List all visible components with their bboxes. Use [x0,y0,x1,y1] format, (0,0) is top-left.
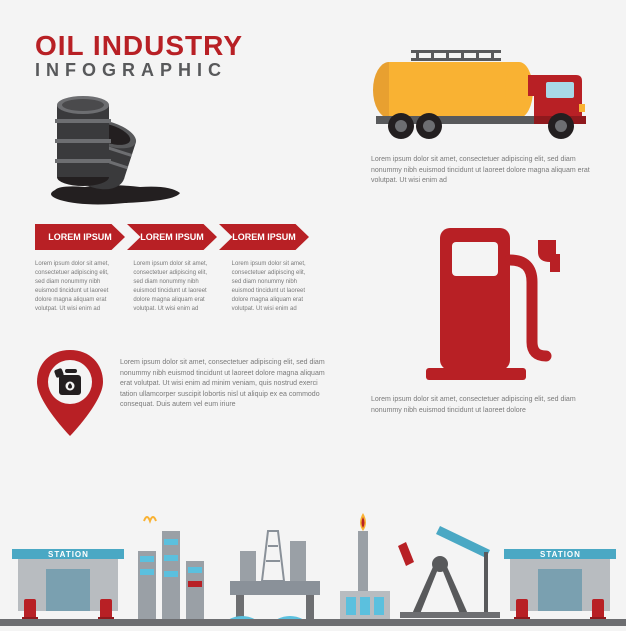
barrels-icon [45,95,195,210]
jerrycan-pin-icon [35,350,105,440]
title-line2: INFOGRAPHIC [35,60,243,81]
page-title: OIL INDUSTRY INFOGRAPHIC [35,30,243,81]
arrow-steps: LOREM IPSUM LOREM IPSUM LOREM IPSUM [35,224,309,250]
industrial-footer: STATION STATION [0,491,626,626]
title-line1: OIL INDUSTRY [35,30,243,62]
pin-block: Lorem ipsum dolor sit amet, consectetuer… [35,350,335,440]
arrow-step-1-label: LOREM IPSUM [48,232,112,242]
arrow-step-3-label: LOREM IPSUM [232,232,296,242]
pump-description: Lorem ipsum dolor sit amet, consectetuer… [371,395,591,416]
station-label-1: STATION [48,550,89,559]
truck-description: Lorem ipsum dolor sit amet, consectetuer… [371,155,591,187]
pin-description: Lorem ipsum dolor sit amet, consectetuer… [120,350,335,440]
arrow-step-1: LOREM IPSUM [35,224,125,250]
station-label-2: STATION [540,550,581,559]
text-column-1: Lorem ipsum dolor sit amet, consectetuer… [35,260,118,314]
text-column-2: Lorem ipsum dolor sit amet, consectetuer… [133,260,216,314]
arrow-step-2-label: LOREM IPSUM [140,232,204,242]
tanker-truck-icon [371,40,591,140]
gas-pump-icon [426,210,566,380]
text-columns: Lorem ipsum dolor sit amet, consectetuer… [35,260,315,314]
arrow-step-2: LOREM IPSUM [127,224,217,250]
arrow-step-3: LOREM IPSUM [219,224,309,250]
text-column-3: Lorem ipsum dolor sit amet, consectetuer… [232,260,315,314]
